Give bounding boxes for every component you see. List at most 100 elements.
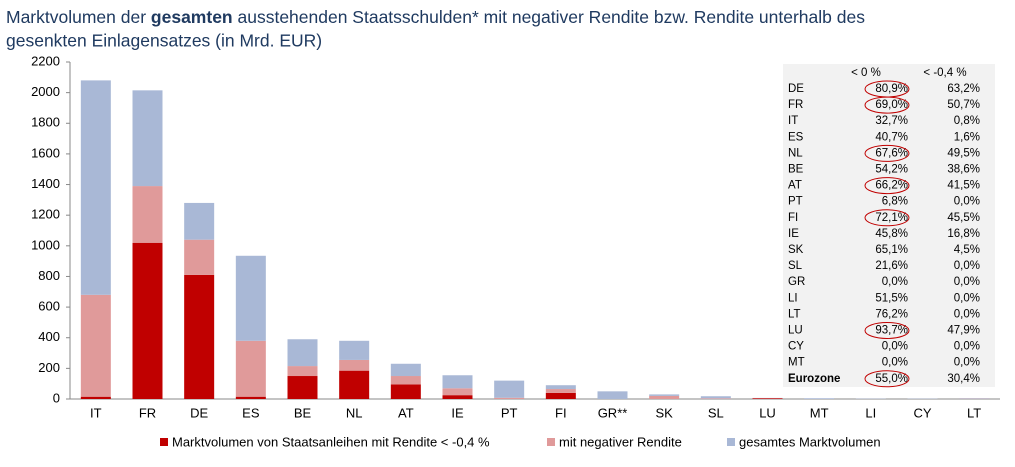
legend-label: Marktvolumen von Staatsanleihen mit Rend… [172,434,490,449]
bar-segment [287,366,318,377]
x-tick-label: SK [655,405,673,420]
table-cell: NL [788,147,803,159]
legend-swatch [727,438,735,446]
table-header: < 0 % [851,67,881,79]
y-tick-label: 800 [38,268,60,283]
table-cell: Eurozone [788,373,840,385]
legend-swatch [160,438,168,446]
x-tick-label: DE [190,405,208,420]
bar-segment [700,398,731,399]
highlight-circle [864,209,910,227]
title-part: Marktvolumen der [6,7,151,27]
table-cell: FR [788,99,803,111]
bar-segment [184,202,215,240]
y-tick-label: 0 [53,390,60,405]
bar-segment [287,339,318,367]
bar-segment [235,396,266,399]
y-tick-label: 1200 [31,207,60,222]
table-cell: DE [788,83,804,95]
bar-segment [442,388,473,396]
table-cell: 0,0% [954,357,980,369]
bar-segment [494,397,525,399]
x-tick-label: SL [708,405,724,420]
table-cell: 30,4% [947,373,980,385]
bar-segment [545,389,576,393]
legend-label: mit negativer Rendite [559,434,682,449]
table-cell: FI [788,212,798,224]
table-cell: 0,0% [954,276,980,288]
table-cell: AT [788,180,802,192]
y-tick-label: 2000 [31,84,60,99]
bar-segment [545,385,576,390]
table-cell: 38,6% [947,164,980,176]
bar-segment [184,239,215,275]
bar-segment [752,398,783,399]
table-cell: 45,8% [875,228,908,240]
table-cell: 16,8% [947,228,980,240]
table-cell: 67,6% [875,147,908,159]
y-tick-label: 1000 [31,237,60,252]
table-cell: 0,0% [954,196,980,208]
table-cell: SL [788,260,803,272]
table-cell: GR [788,276,805,288]
table-cell: PT [788,196,803,208]
highlight-circle [864,370,910,388]
bar-segment [442,395,473,399]
bar-segment [804,398,835,399]
title-part: gesamten [151,7,233,27]
table-cell: 4,5% [954,244,980,256]
table-cell: 50,7% [947,99,980,111]
bar-segment [80,396,111,399]
bar-segment [132,90,163,187]
table-header: < -0,4 % [923,67,966,79]
bar-segment [390,376,421,385]
table-cell: 0,8% [954,115,980,127]
x-tick-label: FI [555,405,567,420]
table-cell: 54,2% [875,164,908,176]
table-cell: 0,0% [954,308,980,320]
table-cell: 41,5% [947,180,980,192]
table-cell: LI [788,292,798,304]
x-tick-label: LT [967,405,981,420]
table-cell: 66,2% [875,180,908,192]
x-tick-label: MT [810,405,829,420]
bar-segment [132,186,163,243]
bar-segment [287,376,318,399]
bar-segment [132,242,163,399]
bar-segment [442,375,473,389]
highlight-circle [864,144,910,162]
table-cell: 72,1% [875,212,908,224]
table-cell: IE [788,228,799,240]
table-cell: 1,6% [954,131,980,143]
x-tick-label: GR** [598,405,628,420]
legend-swatch [547,438,555,446]
bar-segment [649,394,680,396]
bar-segment [339,370,370,399]
table-cell: IT [788,115,798,127]
table-cell: 0,0% [882,276,908,288]
bar-segment [545,392,576,399]
x-tick-label: IT [90,405,102,420]
bar-segment [339,340,370,360]
table-cell: 0,0% [954,341,980,353]
bar-segment [339,359,370,371]
x-tick-label: AT [398,405,414,420]
x-tick-label: PT [501,405,518,420]
highlight-circle [864,177,910,195]
y-tick-label: 1400 [31,176,60,191]
table-cell: 65,1% [875,244,908,256]
table-cell: LT [788,308,801,320]
table-cell: 6,8% [882,196,908,208]
x-tick-label: FR [139,405,156,420]
table-cell: 51,5% [875,292,908,304]
bar-segment [235,255,266,341]
table-cell: 55,0% [875,373,908,385]
table-cell: 76,2% [875,308,908,320]
table-cell: 47,9% [947,325,980,337]
bar-segment [597,391,628,399]
x-tick-label: NL [346,405,363,420]
bar-segment [80,80,111,295]
y-tick-label: 600 [38,299,60,314]
table-cell: 21,6% [875,260,908,272]
